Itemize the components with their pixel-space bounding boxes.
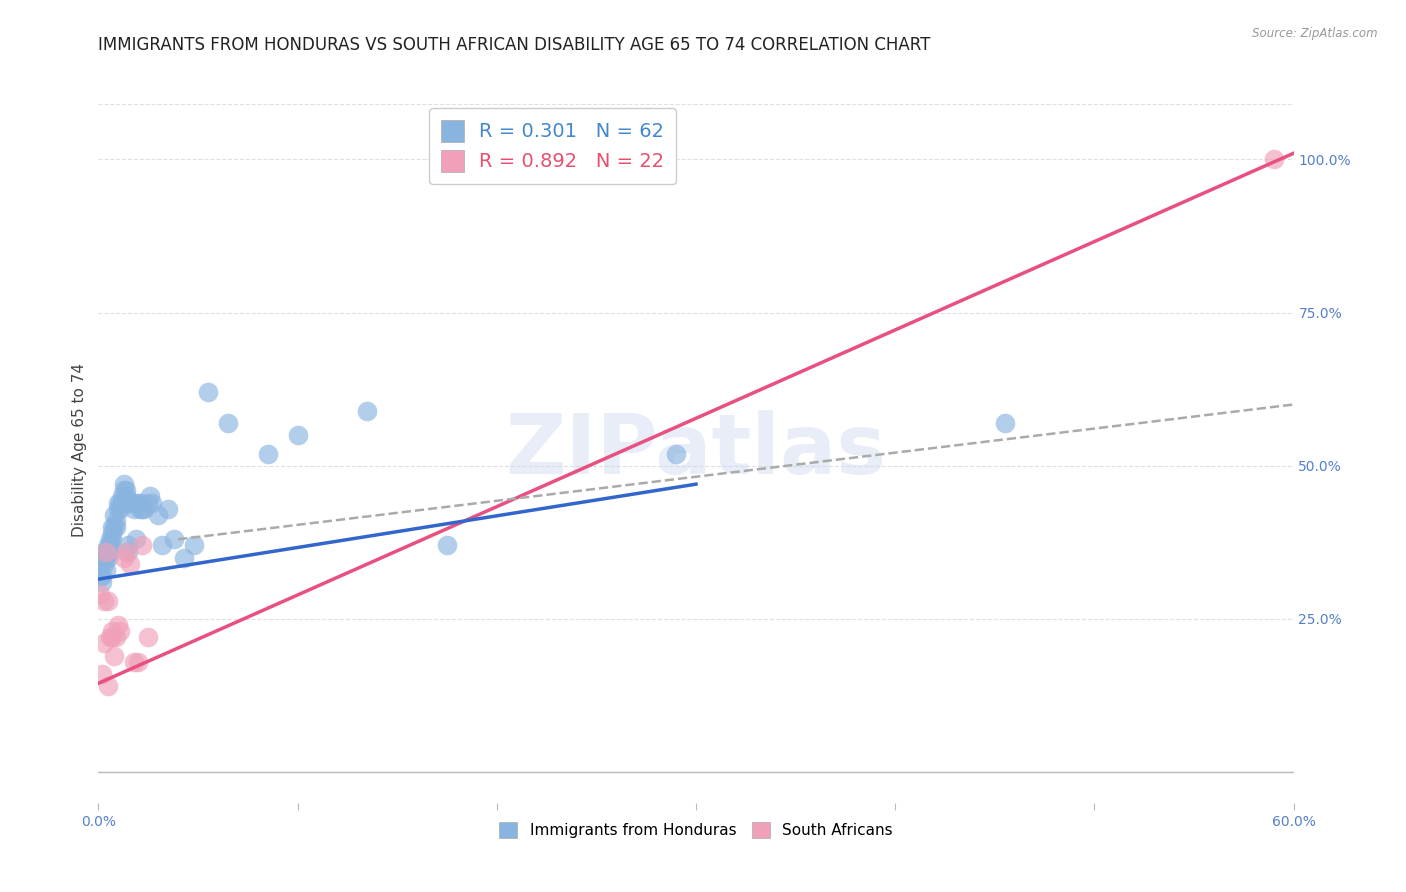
Point xyxy=(173,550,195,565)
Point xyxy=(101,624,124,639)
Point xyxy=(111,495,134,509)
Point xyxy=(150,538,173,552)
Point xyxy=(127,655,149,669)
Point xyxy=(115,483,138,498)
Text: IMMIGRANTS FROM HONDURAS VS SOUTH AFRICAN DISABILITY AGE 65 TO 74 CORRELATION CH: IMMIGRANTS FROM HONDURAS VS SOUTH AFRICA… xyxy=(98,36,931,54)
Point xyxy=(134,501,156,516)
Point xyxy=(139,490,162,504)
Point xyxy=(101,526,124,541)
Point xyxy=(96,544,118,558)
Point xyxy=(103,648,125,663)
Point xyxy=(91,667,114,681)
Point xyxy=(96,550,118,565)
Point xyxy=(93,550,115,565)
Point xyxy=(98,533,122,547)
Point xyxy=(97,550,120,565)
Point xyxy=(1263,153,1285,167)
Point xyxy=(436,538,458,552)
Point xyxy=(107,495,129,509)
Point xyxy=(136,495,159,509)
Point xyxy=(124,501,146,516)
Point xyxy=(107,501,129,516)
Point xyxy=(103,508,125,522)
Point xyxy=(97,593,120,607)
Point xyxy=(98,544,122,558)
Point xyxy=(124,495,146,509)
Y-axis label: Disability Age 65 to 74: Disability Age 65 to 74 xyxy=(72,363,87,538)
Point xyxy=(107,618,129,632)
Point xyxy=(120,557,142,571)
Legend: Immigrants from Honduras, South Africans: Immigrants from Honduras, South Africans xyxy=(494,816,898,845)
Point xyxy=(97,538,120,552)
Point xyxy=(103,520,125,534)
Point xyxy=(101,520,124,534)
Point xyxy=(157,501,180,516)
Point xyxy=(96,544,118,558)
Point xyxy=(148,508,170,522)
Point xyxy=(287,428,309,442)
Point xyxy=(101,533,124,547)
Point xyxy=(121,495,143,509)
Point xyxy=(110,501,132,516)
Point xyxy=(97,679,120,693)
Point xyxy=(98,631,122,645)
Point xyxy=(112,550,135,565)
Point xyxy=(89,569,111,583)
Point xyxy=(112,477,135,491)
Point xyxy=(127,495,149,509)
Point xyxy=(93,593,115,607)
Point xyxy=(115,490,138,504)
Point xyxy=(124,655,146,669)
Point xyxy=(356,403,378,417)
Text: ZIPatlas: ZIPatlas xyxy=(506,410,886,491)
Point xyxy=(93,557,115,571)
Point xyxy=(256,446,278,460)
Point xyxy=(105,514,128,528)
Point xyxy=(91,575,114,590)
Point xyxy=(217,416,239,430)
Point xyxy=(97,544,120,558)
Point xyxy=(131,501,153,516)
Point xyxy=(129,501,152,516)
Point xyxy=(120,495,142,509)
Point xyxy=(197,385,219,400)
Point xyxy=(111,490,134,504)
Point xyxy=(117,544,139,558)
Point xyxy=(112,483,135,498)
Point xyxy=(183,538,205,552)
Point xyxy=(136,631,159,645)
Point xyxy=(98,538,122,552)
Point xyxy=(93,544,115,558)
Point xyxy=(105,631,128,645)
Point xyxy=(129,495,152,509)
Point xyxy=(125,533,148,547)
Point xyxy=(131,538,153,552)
Point xyxy=(163,533,186,547)
Point xyxy=(141,495,163,509)
Point xyxy=(96,563,118,577)
Point xyxy=(93,636,115,650)
Point xyxy=(89,587,111,601)
Point xyxy=(91,569,114,583)
Point xyxy=(110,495,132,509)
Point xyxy=(117,538,139,552)
Point xyxy=(110,624,132,639)
Text: Source: ZipAtlas.com: Source: ZipAtlas.com xyxy=(1253,27,1378,40)
Point xyxy=(665,446,688,460)
Point xyxy=(994,416,1017,430)
Point xyxy=(101,631,124,645)
Point xyxy=(115,544,138,558)
Point xyxy=(89,563,111,577)
Point xyxy=(105,520,128,534)
